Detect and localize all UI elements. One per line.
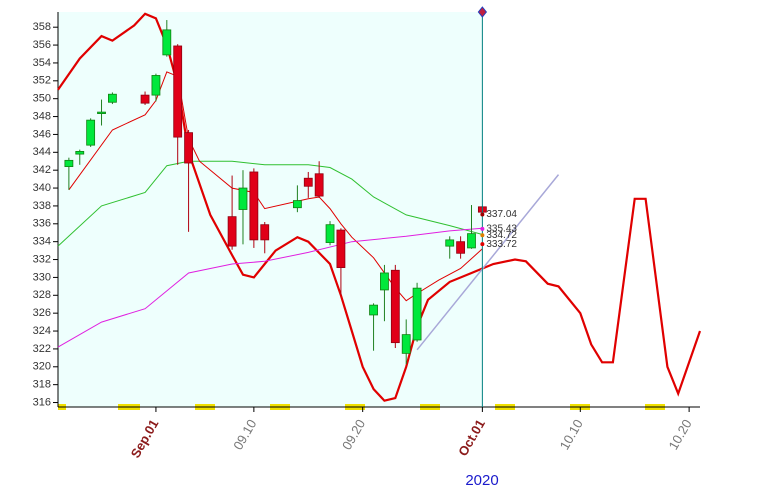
cursor-diamond <box>477 6 488 18</box>
candle-body <box>97 111 106 114</box>
y-tick-label: 332 <box>33 253 51 265</box>
y-tick-label: 340 <box>33 182 51 194</box>
indicator-line <box>57 227 483 348</box>
y-tick-label: 358 <box>33 21 51 33</box>
candle-body <box>75 151 85 155</box>
candle-body <box>303 177 313 187</box>
candle-body <box>227 216 237 247</box>
candle-body <box>445 239 455 247</box>
plot: 316 318 320 322 324 326 328 330 332 334 336 338 340 3… <box>33 6 702 461</box>
candle-body <box>249 171 259 241</box>
candle-body <box>292 200 302 209</box>
annotation-marker <box>480 212 485 217</box>
candle-body <box>162 29 172 56</box>
candle-body <box>108 93 117 103</box>
y-tick-label: 342 <box>33 164 51 176</box>
candle-body <box>314 173 324 197</box>
y-tick-label: 350 <box>33 93 51 105</box>
annotation-label: 337.04 <box>486 209 517 220</box>
annotation-marker <box>480 233 485 238</box>
y-tick-label: 316 <box>33 396 51 408</box>
candle-body <box>173 45 183 138</box>
candle-body <box>238 187 248 210</box>
candle-body <box>369 304 378 316</box>
y-tick-label: 334 <box>33 236 51 248</box>
history-region <box>58 12 483 407</box>
y-tick-label: 324 <box>33 325 51 337</box>
indicator-line <box>416 174 560 351</box>
annotation-marker <box>480 226 485 231</box>
candle-body <box>380 272 389 291</box>
indicator-line <box>57 160 483 247</box>
annotation-label: 335.43 <box>486 224 517 235</box>
indicator-line <box>57 12 702 402</box>
x-axis-label: 2020 <box>465 472 498 489</box>
candle-body <box>140 94 150 104</box>
indicator-line <box>68 71 483 302</box>
y-tick-label: 318 <box>33 379 51 391</box>
candle-body <box>325 224 335 243</box>
y-tick-label: 352 <box>33 75 51 87</box>
y-tick-label: 330 <box>33 271 51 283</box>
candle-body <box>86 119 96 146</box>
candle-body <box>390 269 400 344</box>
y-tick-label: 356 <box>33 39 51 51</box>
y-tick-label: 320 <box>33 361 51 373</box>
y-tick-label: 338 <box>33 200 51 212</box>
candle-body <box>151 75 161 96</box>
candle-body <box>336 229 346 268</box>
annotation-marker <box>480 242 485 247</box>
candle-body <box>64 159 74 168</box>
candle-body <box>260 224 270 241</box>
candle-body <box>456 241 466 254</box>
y-tick-label: 344 <box>33 146 51 158</box>
y-tick-label: 346 <box>33 128 51 140</box>
candle-body <box>412 287 422 341</box>
annotation-label: 334.72 <box>486 230 517 241</box>
candle-body <box>401 334 411 354</box>
y-tick-label: 348 <box>33 110 51 122</box>
candle-body <box>184 132 193 164</box>
annotation-label: 333.72 <box>486 239 517 250</box>
y-tick-label: 326 <box>33 307 51 319</box>
y-tick-label: 322 <box>33 343 51 355</box>
y-tick-label: 336 <box>33 218 51 230</box>
y-tick-label: 354 <box>33 57 51 69</box>
candle-body <box>467 233 476 249</box>
y-tick-label: 328 <box>33 289 51 301</box>
